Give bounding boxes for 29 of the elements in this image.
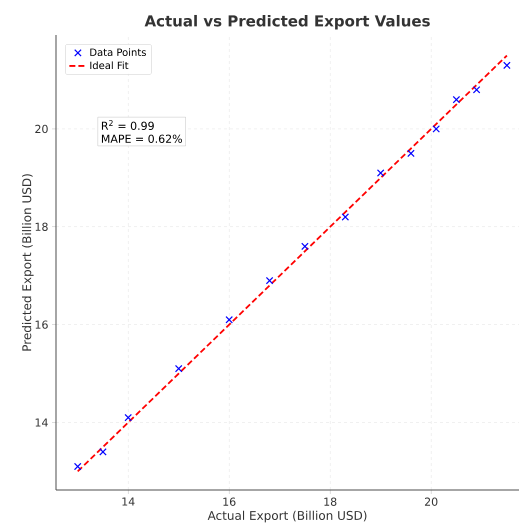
x-axis-title: Actual Export (Billion USD) xyxy=(208,510,366,522)
x-tick-label: 16 xyxy=(223,498,236,506)
point xyxy=(225,316,233,324)
point xyxy=(452,96,460,104)
legend-label: Data Points xyxy=(90,48,146,56)
annotation: R$^{2}$ = 0.99 xyxy=(102,120,154,130)
point xyxy=(376,169,384,177)
y-tick-label: 16 xyxy=(36,320,48,329)
point xyxy=(174,364,182,372)
y-tick-label: 14 xyxy=(36,418,48,426)
annotation: MAPE = 0.62% xyxy=(102,134,182,143)
point xyxy=(124,414,132,422)
point xyxy=(99,448,107,456)
x-tick-label: 14 xyxy=(122,498,135,506)
point xyxy=(503,62,511,70)
x-tick-label: 18 xyxy=(324,498,336,506)
point xyxy=(301,242,309,250)
chart-title: Actual vs Predicted Export Values xyxy=(144,14,430,30)
point xyxy=(432,125,440,133)
point xyxy=(342,213,350,221)
legend-label: Ideal Fit xyxy=(90,61,128,70)
y-axis-title: Predicted Export (Billion USD) xyxy=(22,174,34,351)
point xyxy=(74,462,82,470)
point xyxy=(407,150,415,158)
y-tick-label: 20 xyxy=(35,124,48,134)
point xyxy=(472,86,480,94)
y-tick-label: 18 xyxy=(36,222,48,231)
x-tick-label: 20 xyxy=(424,498,438,506)
point xyxy=(266,276,274,284)
